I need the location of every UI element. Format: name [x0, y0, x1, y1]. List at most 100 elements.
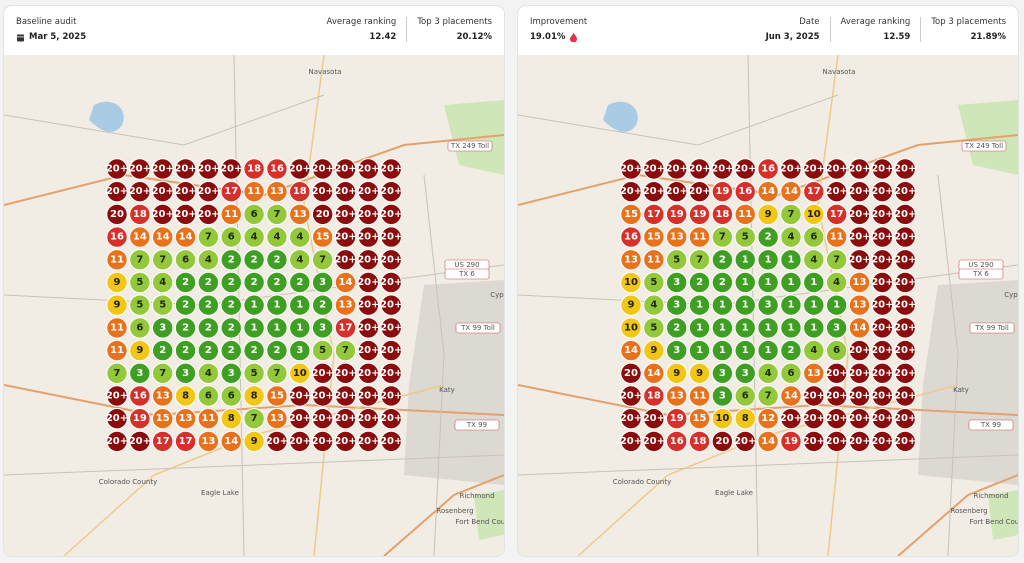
rank-cell: 1 [734, 339, 756, 362]
rank-value: 6 [182, 254, 189, 265]
rank-value: 9 [765, 209, 772, 220]
rank-value: 3 [319, 277, 326, 288]
rank-marker [357, 271, 380, 294]
rank-cell: 6 [780, 362, 802, 384]
rank-marker [734, 249, 756, 271]
rank-value: 4 [650, 300, 657, 311]
rank-cell: 20+ [803, 408, 825, 430]
rank-cell: 20+ [871, 158, 893, 180]
rank-marker [152, 249, 174, 271]
rank-marker [106, 317, 128, 339]
rank-marker [871, 317, 894, 339]
rank-cell: 20+ [334, 226, 357, 248]
rank-value: 2 [251, 254, 258, 265]
rank-marker [894, 430, 916, 453]
rank-value: 14 [624, 345, 638, 356]
rank-value: 20+ [803, 164, 825, 175]
rank-value: 20+ [380, 413, 402, 424]
header-left: Baseline audit Mar 5, 2025 [16, 17, 86, 42]
rank-value: 13 [670, 391, 684, 402]
rank-cell: 3 [129, 362, 151, 384]
rank-marker [289, 317, 311, 339]
rank-marker [688, 385, 711, 407]
rank-value: 20+ [380, 186, 402, 197]
rank-marker [152, 158, 174, 180]
rank-value: 20+ [334, 413, 356, 424]
rank-marker [106, 408, 128, 430]
rank-cell: 20+ [894, 430, 916, 453]
rank-marker [711, 203, 734, 226]
rank-value: 14 [761, 186, 775, 197]
road-shield [455, 322, 501, 334]
rank-cell: 7 [780, 203, 802, 226]
rank-marker [357, 430, 380, 453]
rank-cell: 13 [266, 408, 288, 430]
rank-cell: 11 [220, 203, 242, 226]
rank-cell: 3 [757, 294, 779, 316]
rank-marker [620, 271, 642, 294]
rank-cell: 14 [152, 226, 174, 248]
rank-value: 5 [136, 300, 143, 311]
rank-value: 20+ [848, 436, 870, 447]
rank-marker [894, 226, 916, 248]
rank-cell: 20+ [289, 430, 311, 453]
rank-value: 20+ [871, 345, 893, 356]
rank-marker [711, 249, 734, 271]
rank-marker [825, 339, 848, 362]
map-label: Eagle Lake [201, 489, 239, 497]
left-value: Mar 5, 2025 [16, 32, 86, 42]
map-label: Fort Bend County [455, 518, 504, 526]
rank-value: 20+ [357, 254, 379, 265]
rank-marker [380, 385, 402, 407]
rank-marker [334, 339, 357, 362]
rank-cell: 18 [643, 385, 665, 407]
rank-value: 14 [784, 186, 798, 197]
rank-value: 20+ [152, 164, 174, 175]
rank-value: 20+ [643, 186, 665, 197]
rank-value: 20+ [848, 254, 870, 265]
rank-value: 14 [133, 232, 147, 243]
rank-cell: 9 [666, 362, 688, 384]
rank-value: 3 [765, 300, 772, 311]
rank-cell: 10 [289, 362, 311, 384]
rank-marker [106, 430, 128, 453]
rank-cell: 20+ [871, 294, 894, 316]
rank-value: 20+ [871, 368, 893, 379]
rank-value: 20+ [894, 322, 916, 333]
rank-value: 20 [624, 368, 638, 379]
rank-marker [334, 249, 357, 271]
rank-cell: 13 [666, 385, 688, 407]
rank-cell: 7 [266, 362, 288, 384]
rank-cell: 1 [711, 294, 734, 316]
rank-marker [289, 430, 311, 453]
rank-marker [666, 339, 688, 362]
rank-cell: 20+ [380, 317, 402, 339]
rank-value: 20+ [871, 186, 893, 197]
rank-value: 2 [319, 300, 326, 311]
rank-marker [152, 226, 174, 248]
rank-value: 7 [319, 254, 326, 265]
rank-marker [643, 294, 665, 316]
rank-value: 20+ [334, 254, 356, 265]
map-label: TX 6 [972, 270, 989, 278]
rank-value: 2 [765, 232, 772, 243]
stat: Average ranking 12.59 [829, 17, 910, 42]
rank-value: 1 [719, 322, 726, 333]
rank-marker [871, 294, 894, 316]
rank-value: 20+ [129, 164, 151, 175]
rank-marker [711, 271, 734, 294]
rank-marker [357, 362, 380, 384]
rank-marker [757, 249, 779, 271]
rank-marker [757, 385, 779, 407]
rank-value: 13 [201, 436, 215, 447]
rank-cell: 15 [688, 408, 711, 430]
rank-cell: 14 [220, 430, 242, 453]
rank-value: 4 [273, 232, 280, 243]
rank-value: 20+ [220, 164, 242, 175]
rank-cell: 3 [825, 317, 848, 339]
rank-value: 20+ [380, 209, 402, 220]
rank-cell: 1 [757, 249, 779, 271]
rank-marker [106, 226, 128, 248]
rank-marker [289, 339, 311, 362]
rank-marker [357, 408, 380, 430]
